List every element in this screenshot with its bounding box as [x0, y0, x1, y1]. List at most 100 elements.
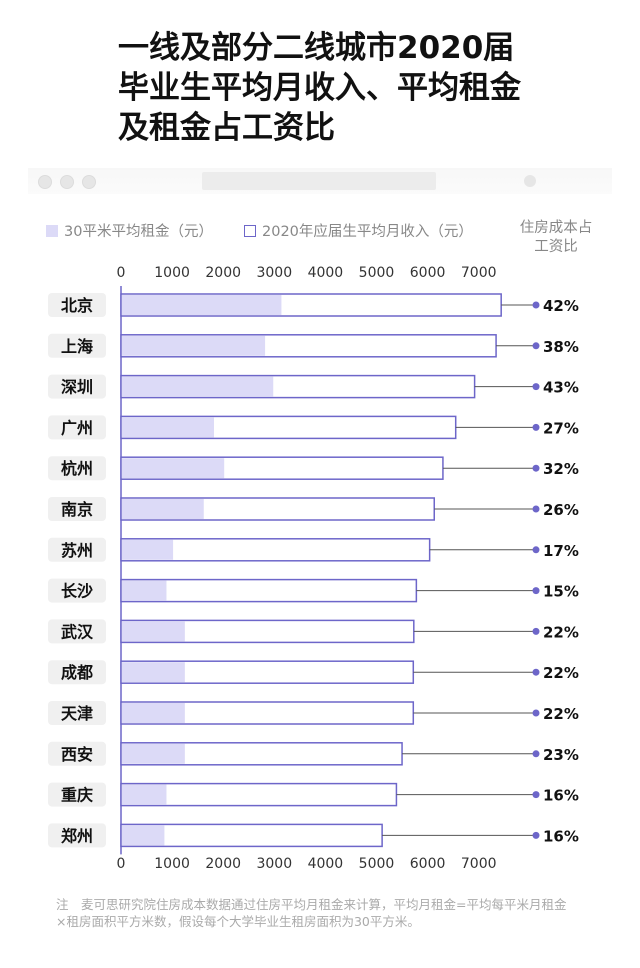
city-tag	[48, 660, 106, 685]
city-tag	[48, 823, 106, 848]
menu-dot-icon	[524, 175, 536, 187]
ratio-label: 16%	[543, 827, 579, 845]
ratio-label: 22%	[543, 664, 579, 682]
city-tag	[48, 782, 106, 807]
city-label: 南京	[61, 500, 93, 519]
ratio-dot	[532, 546, 540, 554]
window-dot-icon	[38, 175, 52, 189]
city-label: 成都	[61, 663, 93, 682]
ratio-label: 43%	[543, 379, 579, 397]
city-label: 杭州	[61, 459, 93, 478]
rent-bar	[122, 335, 266, 356]
city-tag	[48, 537, 106, 562]
x-tick-label-bottom: 5000	[359, 856, 395, 872]
rent-bar	[122, 825, 165, 846]
city-label: 上海	[61, 337, 93, 356]
ratio-label: 42%	[543, 297, 579, 315]
x-tick-label-top: 6000	[410, 265, 446, 281]
ratio-dot	[532, 383, 540, 391]
legend-rent-label: 30平米平均租金（元）	[64, 224, 213, 240]
ratio-header-line-2: 工资比	[534, 239, 578, 255]
city-label: 深圳	[61, 378, 93, 397]
window-dot-icon	[60, 175, 74, 189]
chart-title: 一线及部分二线城市2020届 毕业生平均月收入、平均租金 及租金占工资比	[118, 28, 588, 148]
ratio-label: 22%	[543, 705, 579, 723]
city-label: 广州	[61, 418, 93, 437]
title-line-3: 及租金占工资比	[118, 110, 335, 146]
window-dot-icon	[82, 175, 96, 189]
city-tag	[48, 456, 106, 481]
city-tag	[48, 619, 106, 644]
x-tick-label-top: 4000	[308, 265, 344, 281]
x-tick-label-top: 2000	[205, 265, 241, 281]
rent-bar	[122, 784, 167, 805]
x-tick-label-top: 0	[117, 265, 126, 281]
city-tag	[48, 374, 106, 399]
ratio-dot	[532, 301, 540, 309]
x-tick-label-top: 3000	[256, 265, 292, 281]
ratio-label: 27%	[543, 419, 579, 437]
ratio-dot	[532, 505, 540, 513]
city-tag	[48, 293, 106, 317]
rent-bar	[122, 621, 185, 642]
rent-bar	[122, 580, 167, 601]
ratio-label: 26%	[543, 501, 579, 519]
rent-bar	[122, 743, 185, 764]
ratio-dot	[532, 831, 540, 839]
x-tick-label-top: 5000	[359, 265, 395, 281]
ratio-dot	[532, 791, 540, 799]
city-label: 长沙	[61, 582, 93, 601]
ratio-label: 15%	[543, 583, 579, 601]
city-tag	[48, 741, 106, 766]
city-tag	[48, 333, 106, 358]
ratio-label: 38%	[543, 338, 579, 356]
legend-income-label: 2020年应届生平均月收入（元）	[262, 224, 473, 240]
x-tick-label-bottom: 0	[117, 856, 126, 872]
legend-rent: 30平米平均租金（元）	[46, 220, 213, 241]
x-tick-label-top: 7000	[461, 265, 497, 281]
rent-bar	[122, 417, 214, 438]
city-label: 北京	[61, 296, 93, 315]
city-label: 郑州	[61, 826, 93, 845]
city-label: 武汉	[61, 622, 94, 641]
ratio-dot	[532, 464, 540, 472]
rent-bar	[122, 499, 204, 519]
ratio-label: 23%	[543, 746, 579, 764]
city-tag	[48, 415, 106, 440]
ratio-label: 22%	[543, 623, 579, 641]
rent-bar	[122, 376, 274, 397]
ratio-label: 32%	[543, 460, 579, 478]
city-label: 天津	[61, 704, 93, 723]
rent-bar	[122, 295, 282, 315]
x-tick-label-bottom: 7000	[461, 856, 497, 872]
ratio-dot	[532, 587, 540, 595]
legend-income: 2020年应届生平均月收入（元）	[244, 220, 473, 241]
city-tag	[48, 578, 106, 603]
city-label: 西安	[61, 745, 93, 764]
footnote: 注 麦可思研究院住房成本数据通过住房平均月租金来计算，平均月租金=平均每平米月租…	[56, 897, 567, 929]
x-tick-label-top: 1000	[154, 265, 190, 281]
ratio-dot	[532, 668, 540, 676]
ratio-dot	[532, 709, 540, 717]
ratio-dot	[532, 627, 540, 635]
ratio-dot	[532, 423, 540, 431]
rent-swatch-icon	[46, 225, 58, 237]
x-tick-label-bottom: 6000	[410, 856, 446, 872]
city-tag	[48, 497, 106, 521]
income-swatch-icon	[244, 225, 256, 237]
ratio-header-line-1: 住房成本占	[519, 220, 593, 236]
title-line-2: 毕业生平均月收入、平均租金	[118, 70, 521, 106]
ratio-dot	[532, 342, 540, 350]
x-tick-label-bottom: 1000	[154, 856, 190, 872]
ratio-dot	[532, 750, 540, 758]
rent-bar	[122, 703, 185, 723]
rent-bar	[122, 458, 225, 479]
ratio-label: 16%	[543, 787, 579, 805]
city-tag	[48, 701, 106, 725]
rent-bar	[122, 662, 185, 683]
ratio-header: 住房成本占 工资比	[506, 219, 606, 257]
x-tick-label-bottom: 4000	[308, 856, 344, 872]
rent-bar	[122, 539, 174, 560]
title-line-1: 一线及部分二线城市2020届	[118, 30, 515, 66]
